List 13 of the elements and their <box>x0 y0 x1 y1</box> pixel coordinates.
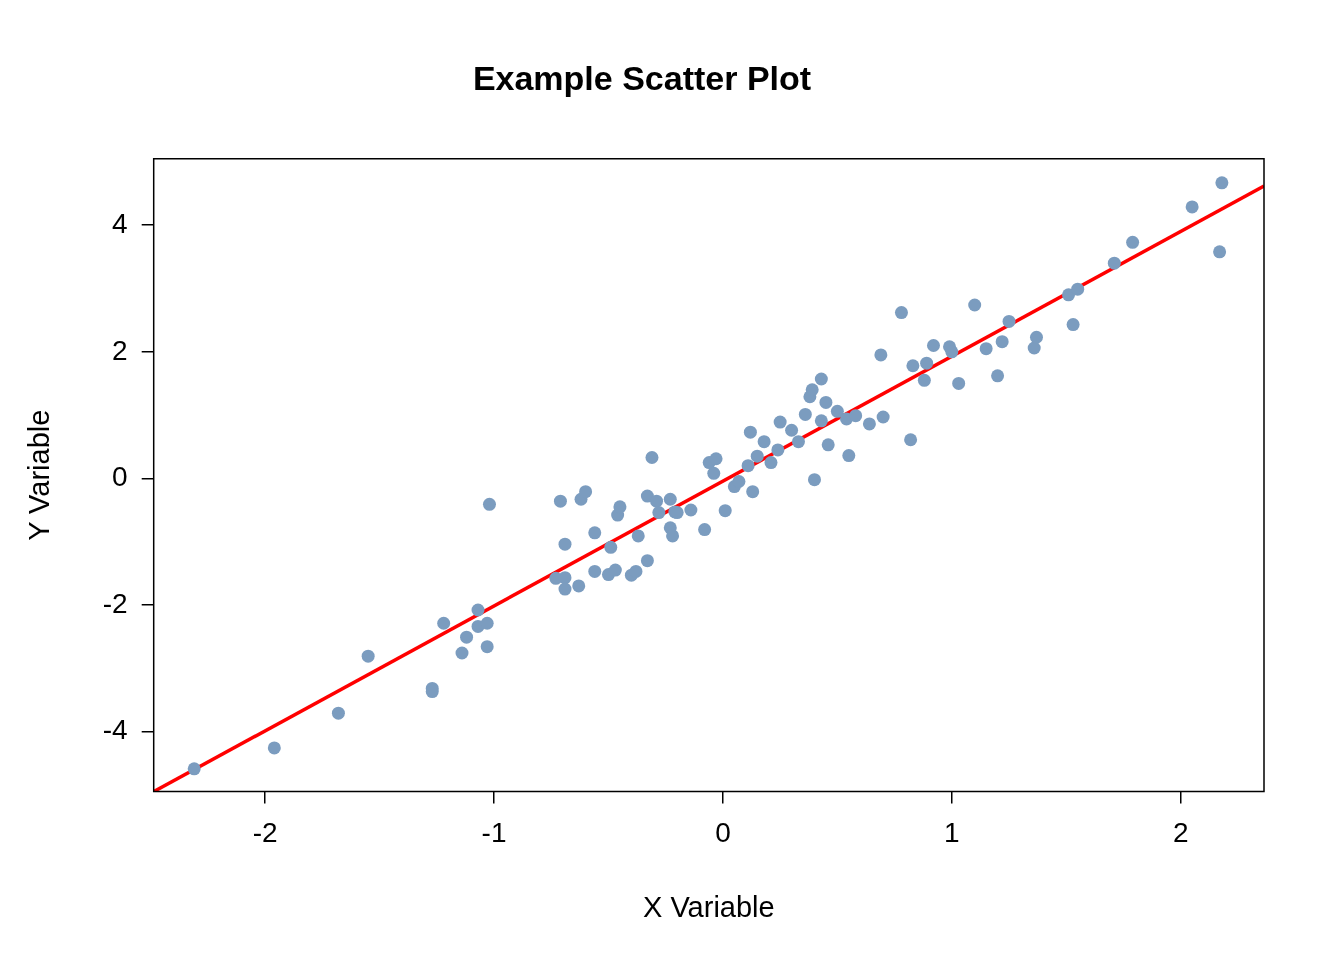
x-tick-label: 2 <box>1172 817 1189 849</box>
y-tick-label: -4 <box>102 714 128 746</box>
x-axis-title: X Variable <box>643 890 775 923</box>
x-tick-label: 0 <box>715 817 731 849</box>
y-tick-label: 4 <box>112 207 128 239</box>
x-tick-label: -1 <box>481 817 507 849</box>
y-tick-label: 2 <box>112 334 128 366</box>
y-tick-label: -2 <box>102 587 128 619</box>
chart-title: Example Scatter Plot <box>472 58 812 97</box>
y-axis-title: Y Variable <box>23 409 56 541</box>
x-tick-label: 1 <box>944 817 960 849</box>
y-tick-label: 0 <box>112 461 128 493</box>
x-tick-label: -2 <box>252 817 278 849</box>
